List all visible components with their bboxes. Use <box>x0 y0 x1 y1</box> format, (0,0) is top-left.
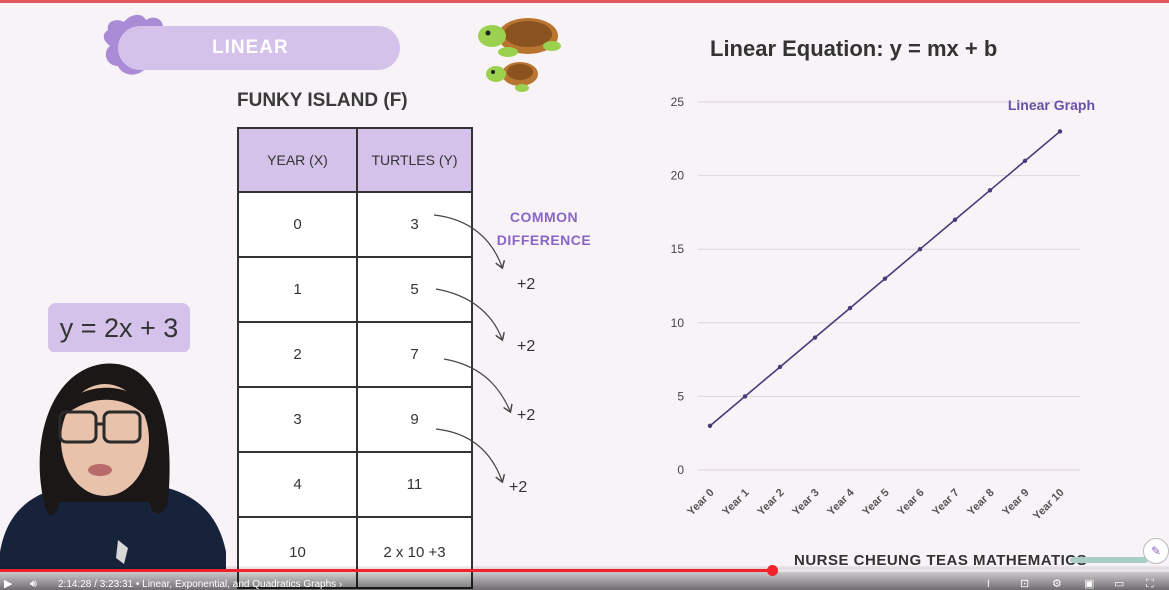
x-tick-label: Year 8 <box>965 487 996 518</box>
data-point <box>847 305 853 311</box>
time-display: 2:14:28 / 3:23:31 • Linear, Exponential,… <box>58 579 343 590</box>
table-row: 3 9 <box>237 386 473 453</box>
data-point <box>1057 129 1063 134</box>
cell-turtles: 9 <box>356 386 473 453</box>
difference-arrow-4 <box>435 428 502 481</box>
turtles-icon <box>478 18 561 92</box>
table-row: 4 11 <box>237 451 473 518</box>
play-icon[interactable]: ▶ <box>4 578 13 590</box>
cell-turtles: 11 <box>356 451 473 518</box>
cell-year: 0 <box>237 191 358 258</box>
difference-value: +2 <box>517 276 536 293</box>
brand-label: NURSE CHEUNG TEAS MATHEMATICS <box>794 552 1088 569</box>
volume-icon[interactable]: 🔊︎ <box>30 578 37 590</box>
section-badge <box>118 26 400 70</box>
settings-icon[interactable]: ⚙ <box>1052 578 1062 590</box>
time-readout: 2:14:28 / 3:23:31 <box>58 579 134 590</box>
x-tick-label: Year 0 <box>685 487 716 518</box>
data-point <box>952 217 958 222</box>
cell-turtles: 3 <box>356 191 473 258</box>
chart-title: Linear Equation: y = mx + b <box>710 36 998 61</box>
x-tick-label: Year 3 <box>790 487 821 518</box>
data-point <box>777 364 783 370</box>
equation-badge: y = 2x + 3 <box>48 303 190 353</box>
linear-chart: 0 5 10 15 20 25 Year 0 Year 1 Year 2 Year 3 Year 4… <box>671 95 1095 523</box>
cell-year: 2 <box>237 321 358 388</box>
presenter-webcam <box>0 352 226 572</box>
difference-value: +2 <box>517 338 536 355</box>
cell-year: 1 <box>237 256 358 323</box>
section-badge-label: LINEAR <box>212 37 289 58</box>
x-tick-label: Year 7 <box>930 487 961 518</box>
table-row: 2 7 <box>237 321 473 388</box>
difference-arrow-1 <box>433 214 502 267</box>
miniplayer-icon[interactable]: ▣ <box>1084 578 1095 590</box>
x-tick-label: Year 4 <box>825 486 857 518</box>
y-tick-label: 25 <box>671 95 685 109</box>
difference-arrow-3 <box>443 358 510 411</box>
brand-bar <box>1070 557 1148 563</box>
y-tick-label: 20 <box>671 169 685 183</box>
cell-turtles: 7 <box>356 321 473 388</box>
common-difference-label: COMMON DIFFERENCE <box>496 209 592 248</box>
x-tick-label: Year 10 <box>1031 487 1067 523</box>
theater-icon[interactable]: ▭ <box>1114 578 1125 590</box>
autoplay-toggle-icon[interactable]: ⏽ <box>984 578 993 590</box>
chapter-title[interactable]: Linear, Exponential, and Quadratics Grap… <box>142 579 337 590</box>
x-tick-label: Year 1 <box>720 487 751 518</box>
data-point <box>742 394 748 399</box>
data-point <box>707 423 713 429</box>
difference-value: +2 <box>509 479 528 496</box>
y-tick-label: 0 <box>677 463 684 477</box>
y-tick-label: 10 <box>671 316 685 330</box>
difference-arrow-2 <box>435 288 502 339</box>
cell-turtles: 2 x 10 +3 <box>356 516 473 589</box>
data-point <box>1022 158 1028 164</box>
data-point <box>987 188 993 193</box>
y-tick-label: 5 <box>677 389 684 403</box>
header-turtles: TURTLES (Y) <box>356 127 473 193</box>
subtitles-icon[interactable]: ⊡ <box>1020 578 1030 590</box>
progress-played <box>0 569 772 572</box>
top-accent-line <box>0 0 1169 3</box>
table-row: 1 5 <box>237 256 473 323</box>
progress-scrubber[interactable] <box>766 565 778 576</box>
data-point <box>882 276 888 281</box>
data-point <box>812 335 818 340</box>
x-tick-label: Year 9 <box>1000 487 1031 518</box>
table-title: FUNKY ISLAND (F) <box>237 90 408 111</box>
x-tick-label: Year 6 <box>895 487 926 518</box>
cell-turtles: 5 <box>356 256 473 323</box>
table-header-row: YEAR (X) TURTLES (Y) <box>237 127 473 193</box>
difference-arrows <box>433 214 540 505</box>
table-row: 0 3 <box>237 191 473 258</box>
data-table: YEAR (X) TURTLES (Y) 0 3 1 5 2 7 3 9 4 1… <box>237 127 473 589</box>
cell-year: 4 <box>237 451 358 518</box>
cell-year: 3 <box>237 386 358 453</box>
brand-logo-icon: ✎ <box>1143 538 1169 564</box>
fullscreen-icon[interactable]: ⛶ <box>1146 578 1154 590</box>
difference-value: +2 <box>517 407 536 424</box>
header-year: YEAR (X) <box>237 127 358 193</box>
data-point <box>917 247 923 252</box>
x-tick-label: Year 5 <box>860 487 891 518</box>
series-legend-label: Linear Graph <box>1008 97 1095 113</box>
x-tick-label: Year 2 <box>755 487 786 518</box>
y-tick-label: 15 <box>671 242 685 256</box>
